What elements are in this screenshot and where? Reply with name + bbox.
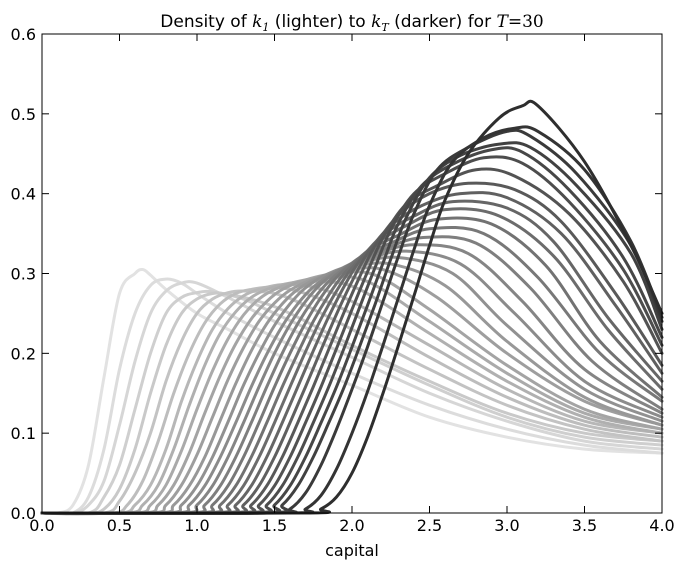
title-T-var: T <box>496 12 509 32</box>
series-line-3 <box>40 280 664 516</box>
title-k1-base: k <box>252 12 262 32</box>
title-prefix: Density of <box>160 12 252 32</box>
series-line-14 <box>40 255 664 516</box>
x-tick-labels: 0.0 0.5 1.0 1.5 2.0 2.5 3.0 3.5 4.0 <box>29 516 674 535</box>
axis-ticks <box>41 33 663 514</box>
y-tick-label: 0.4 <box>11 185 36 204</box>
x-tick-label: 3.0 <box>494 516 519 535</box>
series-line-15 <box>40 249 664 516</box>
y-tick-label: 0.6 <box>11 25 36 44</box>
y-tick-label: 0.2 <box>11 344 36 363</box>
series-line-22 <box>40 191 664 516</box>
series-line-28 <box>40 128 664 515</box>
series-line-24 <box>40 167 664 516</box>
x-tick-label: 4.0 <box>649 516 674 535</box>
y-tick-labels: 0.0 0.1 0.2 0.3 0.4 0.5 0.6 <box>11 25 36 523</box>
series-line-27 <box>40 141 664 516</box>
y-tick-label: 0.5 <box>11 105 36 124</box>
series-line-21 <box>40 199 664 516</box>
series-line-19 <box>40 216 664 516</box>
y-tick-label: 0.1 <box>11 424 36 443</box>
series-line-6 <box>40 289 664 516</box>
series-line-10 <box>40 275 664 516</box>
x-tick-label: 0.5 <box>107 516 132 535</box>
series-lines <box>40 99 664 516</box>
series-line-23 <box>40 181 664 516</box>
series-line-5 <box>40 291 664 515</box>
series-line-12 <box>40 266 664 516</box>
series-line-30 <box>40 99 664 515</box>
x-tick-label: 2.0 <box>339 516 364 535</box>
series-line-18 <box>40 225 664 516</box>
series-line-25 <box>40 155 664 516</box>
y-tick-label: 0.3 <box>11 265 36 284</box>
y-tick-label: 0.0 <box>11 504 36 523</box>
title-T-val: 30 <box>522 12 544 32</box>
title-k1-sub: 1 <box>262 21 269 34</box>
series-line-13 <box>40 261 664 516</box>
series-line-1 <box>40 267 664 516</box>
x-tick-label: 1.0 <box>184 516 209 535</box>
x-tick-label: 2.5 <box>417 516 442 535</box>
series-line-26 <box>40 146 664 516</box>
x-tick-label: 3.5 <box>572 516 597 535</box>
x-tick-label: 1.5 <box>262 516 287 535</box>
x-tick-label: 0.0 <box>29 516 54 535</box>
title-kT-sub: T <box>381 21 390 34</box>
x-axis-label: capital <box>325 541 379 560</box>
series-line-16 <box>40 243 664 516</box>
series-line-7 <box>40 285 664 516</box>
series-line-29 <box>40 125 664 515</box>
series-line-11 <box>40 270 664 516</box>
title-kT-base: k <box>371 12 381 32</box>
title-middle: (lighter) to <box>269 12 371 32</box>
chart-title: Density of k1 (lighter) to kT (darker) f… <box>160 12 543 34</box>
series-line-17 <box>40 235 664 516</box>
title-suffix: (darker) for <box>389 12 497 32</box>
series-line-20 <box>40 207 664 516</box>
title-T-eq: = <box>508 12 522 32</box>
series-line-4 <box>40 289 664 516</box>
series-line-8 <box>40 282 664 516</box>
series-line-9 <box>40 279 664 516</box>
